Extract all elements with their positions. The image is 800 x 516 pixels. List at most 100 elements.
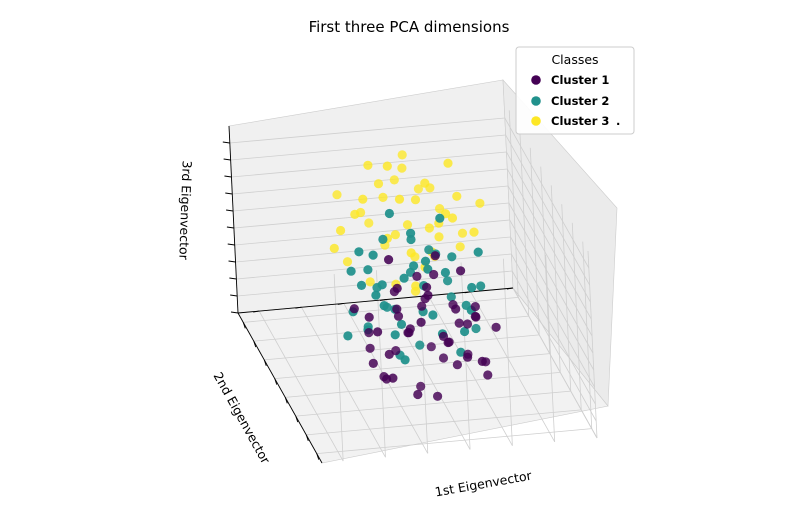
scatter-point-cluster-1 — [454, 318, 464, 328]
x-gridline — [243, 296, 519, 323]
scatter-point-cluster-3 — [455, 242, 465, 252]
scatter-point-cluster-2 — [384, 208, 394, 219]
y-gridline — [502, 258, 513, 446]
z-gridline — [235, 236, 511, 263]
scatter-point-cluster-3 — [373, 179, 384, 189]
scatter-point-cluster-2 — [382, 302, 392, 312]
x-axis-label: 1st Eigenvector — [434, 468, 534, 500]
x-gridline — [295, 390, 571, 417]
scatter-point-cluster-3 — [410, 195, 421, 205]
scatter-point-cluster-3 — [332, 190, 342, 200]
scatter-point-cluster-2 — [363, 265, 373, 275]
scatter-point-cluster-1 — [365, 343, 375, 353]
legend-marker-cluster-1 — [531, 75, 541, 85]
scatter-point-cluster-2 — [399, 273, 409, 283]
scatter-point-cluster-2 — [415, 340, 425, 350]
x-gridline — [540, 166, 551, 354]
z-gridline — [505, 134, 590, 286]
z-tick — [225, 192, 233, 195]
scatter-point-cluster-2 — [424, 245, 434, 255]
scatter-point-cluster-2 — [473, 247, 483, 257]
scatter-point-cluster-1 — [452, 360, 462, 370]
scatter-point-cluster-1 — [384, 255, 394, 265]
legend-label-cluster-2: Cluster 2 — [551, 94, 609, 108]
x-gridline — [316, 428, 592, 455]
scatter-point-cluster-1 — [412, 271, 422, 281]
scatter-point-cluster-1 — [491, 322, 501, 332]
scatter-point-cluster-3 — [378, 192, 388, 202]
chart-title: First three PCA dimensions — [309, 18, 510, 36]
legend-title: Classes — [551, 52, 598, 67]
x-axis-line — [237, 312, 323, 464]
scatter-point-cluster-1 — [364, 328, 374, 338]
scatter-point-cluster-2 — [346, 266, 356, 276]
scatter-point-cluster-2 — [420, 256, 431, 266]
scatter-point-cluster-3 — [434, 232, 444, 242]
z-tick — [230, 294, 238, 297]
scatter-point-cluster-3 — [413, 184, 423, 194]
scatter-point-cluster-1 — [391, 346, 401, 356]
back-right-pane — [502, 79, 618, 407]
scatter-point-cluster-1 — [364, 312, 374, 322]
y-gridline — [587, 250, 598, 439]
scatter-point-cluster-1 — [429, 269, 439, 280]
legend-box — [515, 46, 635, 135]
scatter-point-cluster-2 — [440, 267, 450, 278]
scatter-point-cluster-2 — [378, 234, 388, 244]
z-axis-label: 3rd Eigenvector — [176, 160, 194, 261]
z-tick — [222, 141, 230, 144]
scatter-point-cluster-3 — [406, 248, 416, 258]
z-tick — [226, 209, 234, 212]
scatter-point-cluster-1 — [430, 251, 440, 261]
scatter-point-cluster-1 — [438, 331, 449, 341]
scatter-point-cluster-1 — [426, 342, 436, 352]
scatter-point-cluster-1 — [438, 353, 449, 363]
z-gridline — [229, 117, 505, 144]
scatter-point-cluster-3 — [342, 257, 353, 267]
scatter-point-cluster-1 — [417, 301, 427, 311]
scatter-point-cluster-3 — [382, 161, 392, 171]
scatter-point-cluster-2 — [460, 326, 470, 337]
scatter-point-cluster-1 — [368, 358, 378, 368]
legend-marker-cluster-2 — [531, 96, 541, 106]
z-gridline — [507, 185, 593, 337]
z-gridline — [506, 168, 592, 320]
scatter-point-cluster-3 — [447, 213, 458, 223]
x-gridline — [274, 353, 550, 380]
z-tick — [229, 277, 237, 280]
scatter-point-cluster-1 — [373, 327, 383, 337]
axes-panes — [228, 79, 618, 464]
scatter-point-cluster-3 — [397, 150, 407, 160]
scatter-point-cluster-2 — [406, 228, 416, 238]
x-gridline — [519, 129, 530, 317]
z-tick — [224, 175, 232, 178]
z-axis-line — [228, 125, 239, 314]
scatter-points — [329, 150, 501, 401]
scatter-point-cluster-2 — [396, 319, 407, 329]
scatter-point-cluster-3 — [452, 191, 462, 201]
x-gridline — [264, 334, 540, 361]
scatter-point-cluster-2 — [435, 213, 445, 223]
z-tick — [226, 226, 234, 229]
scatter-point-cluster-3 — [397, 163, 407, 173]
axes-ticks — [222, 125, 514, 464]
x-gridline — [571, 222, 582, 410]
legend-marker-cluster-3 — [531, 116, 541, 126]
z-gridline — [510, 236, 595, 388]
x-gridline — [306, 409, 582, 436]
scatter-point-cluster-2 — [423, 264, 433, 274]
y-gridline — [333, 274, 344, 462]
y-gridline — [428, 295, 513, 446]
x-gridline — [529, 147, 540, 335]
scatter-point-cluster-3 — [469, 227, 479, 237]
legend-stray-mark: . — [616, 114, 620, 128]
scatter-point-cluster-1 — [470, 302, 480, 312]
y-gridline — [545, 254, 556, 442]
scatter-point-cluster-3 — [475, 198, 485, 208]
scatter-point-cluster-3 — [424, 223, 434, 233]
scatter-point-cluster-2 — [456, 347, 466, 357]
y-gridline — [376, 270, 386, 458]
y-gridline — [470, 291, 556, 443]
z-gridline — [509, 219, 595, 371]
